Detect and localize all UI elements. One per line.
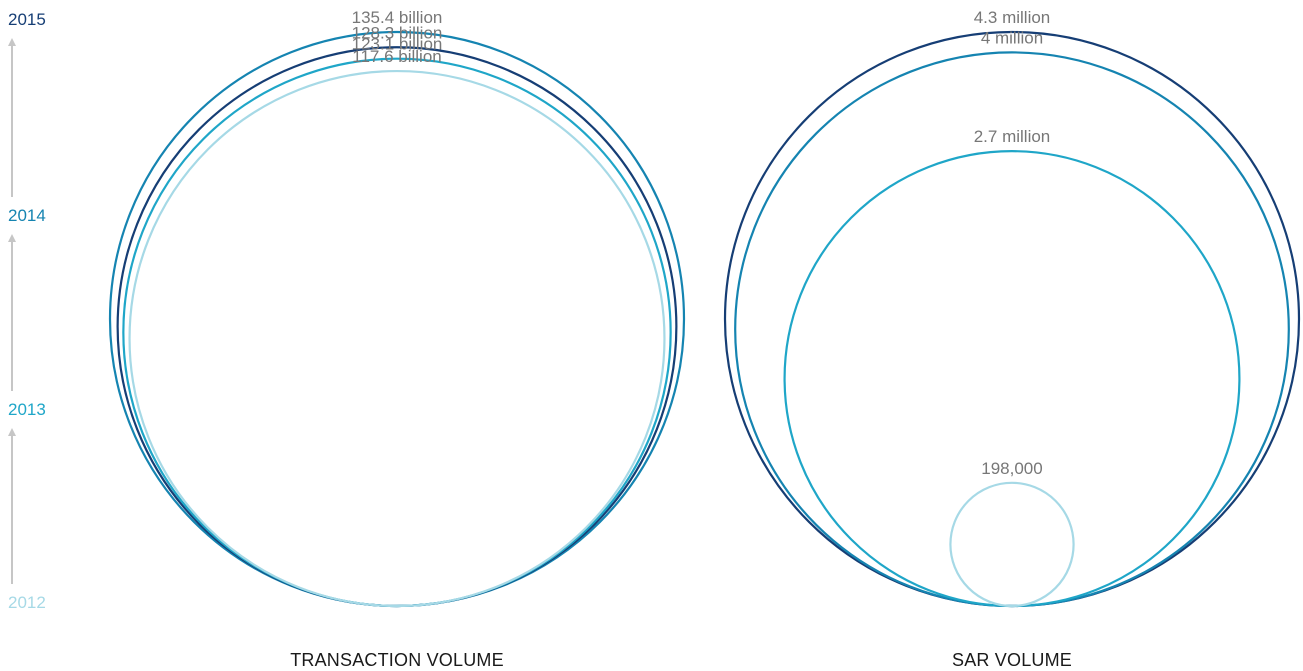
year-label-2013: 2013 [8,400,46,419]
year-timeline: 2015 2014 2013 2012 [8,10,46,612]
value-label-2012: 117.6 billion [352,47,441,66]
value-label-2013: 2.7 million [974,127,1051,146]
panel-title-sar-volume: SAR VOLUME [952,650,1072,670]
value-label-2014: 4 million [981,28,1043,47]
value-label-2015: 4.3 million [974,8,1051,27]
year-label-2012: 2012 [8,593,46,612]
value-label-2015: 128.3 billion [352,23,443,42]
year-label-2014: 2014 [8,206,46,225]
circle-2012 [128,69,666,608]
circle-2013 [783,150,1241,608]
timeline-arrow [8,234,16,391]
circle-2012 [949,481,1075,608]
value-label-2014: 135.4 billion [352,8,443,27]
year-label-2015: 2015 [8,10,46,29]
timeline-arrow [8,428,16,584]
value-label-2013: 123.1 billion [352,35,443,54]
panel-title-transaction-volume: TRANSACTION VOLUME [290,650,504,670]
timeline-arrow [8,38,16,197]
value-label-2012: 198,000 [981,459,1042,478]
